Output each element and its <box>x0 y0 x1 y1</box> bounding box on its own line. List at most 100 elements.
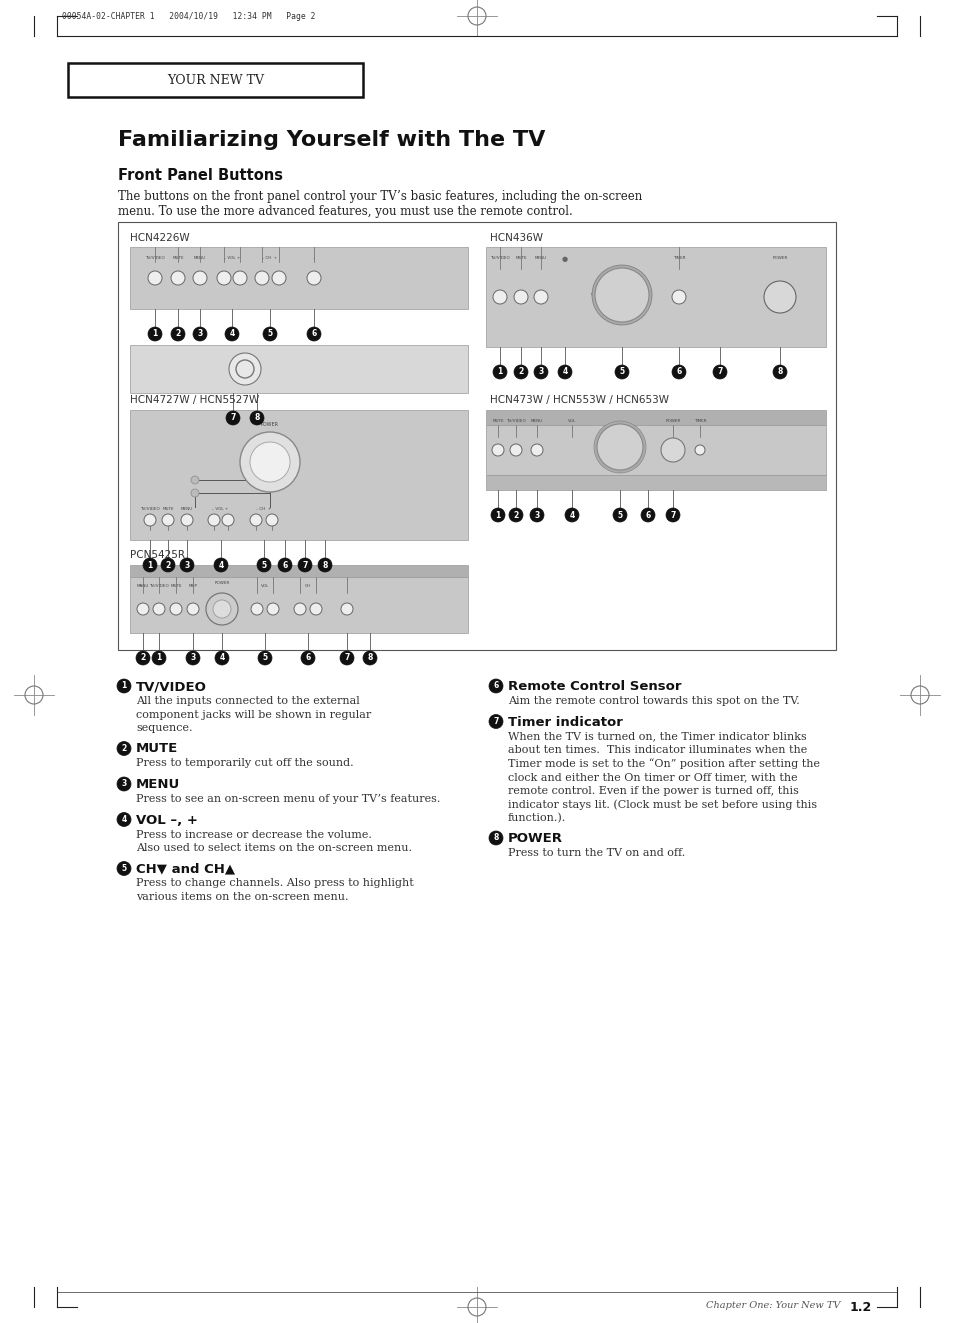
Text: MUTE: MUTE <box>492 419 503 423</box>
Text: TV/VIDEO: TV/VIDEO <box>136 680 207 693</box>
Circle shape <box>317 558 332 572</box>
Bar <box>130 410 468 540</box>
Circle shape <box>339 651 354 665</box>
Circle shape <box>671 290 685 304</box>
Circle shape <box>695 445 704 455</box>
Text: MUTE: MUTE <box>136 742 178 755</box>
Text: TV/VIDEO: TV/VIDEO <box>490 255 509 261</box>
Text: POWER: POWER <box>214 581 230 585</box>
Text: VOL: VOL <box>260 583 269 587</box>
Text: MHP: MHP <box>189 583 197 587</box>
Text: 3: 3 <box>537 368 543 377</box>
Text: MANU: MANU <box>136 583 149 587</box>
Text: 1: 1 <box>495 511 500 520</box>
Text: TIMER: TIMER <box>672 255 684 261</box>
Text: 6: 6 <box>311 329 316 339</box>
Text: 2: 2 <box>175 329 180 339</box>
Text: CH▼: CH▼ <box>615 466 624 470</box>
Bar <box>485 475 825 490</box>
Text: 4: 4 <box>569 511 574 520</box>
Text: 7: 7 <box>344 654 350 663</box>
Bar <box>130 565 468 577</box>
Text: 7: 7 <box>717 368 722 377</box>
Text: 5: 5 <box>261 561 266 569</box>
Text: 7: 7 <box>493 717 498 726</box>
Text: 4: 4 <box>121 815 127 824</box>
Text: CH▼ and CH▲: CH▼ and CH▲ <box>136 863 234 876</box>
Circle shape <box>531 445 542 456</box>
Circle shape <box>660 438 684 462</box>
Text: – VOL +: – VOL + <box>224 255 240 261</box>
Text: 4: 4 <box>219 654 224 663</box>
Circle shape <box>225 327 239 341</box>
Circle shape <box>162 515 173 527</box>
Circle shape <box>489 714 502 729</box>
Text: 1: 1 <box>147 561 152 569</box>
Text: 3: 3 <box>197 329 202 339</box>
Text: 3: 3 <box>191 654 195 663</box>
Text: TV/VIDEO: TV/VIDEO <box>145 255 165 261</box>
Text: The buttons on the front panel control your TV’s basic features, including the o: The buttons on the front panel control y… <box>118 191 641 202</box>
Text: 3: 3 <box>534 511 539 520</box>
Text: clock and either the On timer or Off timer, with the: clock and either the On timer or Off tim… <box>507 773 797 782</box>
Circle shape <box>310 603 322 615</box>
Circle shape <box>363 651 376 665</box>
Text: about ten times.  This indicator illuminates when the: about ten times. This indicator illumina… <box>507 745 806 755</box>
Text: Chapter One: Your New TV: Chapter One: Your New TV <box>705 1301 840 1310</box>
Circle shape <box>208 515 220 527</box>
Circle shape <box>534 290 547 304</box>
Text: 1: 1 <box>121 681 127 691</box>
Text: Press to increase or decrease the volume.: Press to increase or decrease the volume… <box>136 830 372 840</box>
Circle shape <box>213 601 231 618</box>
Circle shape <box>240 433 299 492</box>
Text: TV/VIDEO: TV/VIDEO <box>140 507 160 511</box>
Circle shape <box>491 508 504 523</box>
Text: MENU: MENU <box>531 419 542 423</box>
Circle shape <box>229 353 261 385</box>
Text: 7: 7 <box>302 561 308 569</box>
Text: Remote Control Sensor: Remote Control Sensor <box>507 680 680 693</box>
Circle shape <box>144 515 156 527</box>
Circle shape <box>509 508 522 523</box>
Text: 8: 8 <box>493 833 498 843</box>
Text: 3: 3 <box>121 779 127 789</box>
Circle shape <box>266 515 277 527</box>
Text: HCN4727W / HCN5527W: HCN4727W / HCN5527W <box>130 396 259 405</box>
Text: HCN436W: HCN436W <box>490 233 542 243</box>
Circle shape <box>510 445 521 456</box>
Circle shape <box>206 593 237 624</box>
Circle shape <box>493 365 506 378</box>
Text: TIMER: TIMER <box>693 419 705 423</box>
Circle shape <box>592 265 651 325</box>
Circle shape <box>193 327 207 341</box>
Circle shape <box>267 603 278 615</box>
Text: MUTE: MUTE <box>172 255 184 261</box>
Text: 00054A-02-CHAPTER 1   2004/10/19   12:34 PM   Page 2: 00054A-02-CHAPTER 1 2004/10/19 12:34 PM … <box>62 12 315 21</box>
Circle shape <box>257 651 272 665</box>
Bar <box>68 64 363 97</box>
Text: 6: 6 <box>282 561 287 569</box>
Text: 2: 2 <box>513 511 518 520</box>
Circle shape <box>187 603 199 615</box>
Circle shape <box>222 515 233 527</box>
Text: MUTE: MUTE <box>515 255 526 261</box>
Text: 5: 5 <box>121 864 127 873</box>
Text: HCN473W / HCN553W / HCN653W: HCN473W / HCN553W / HCN653W <box>490 396 668 405</box>
Text: 2: 2 <box>140 654 146 663</box>
Text: 5: 5 <box>618 368 624 377</box>
Text: MENU: MENU <box>136 778 180 791</box>
Text: 7: 7 <box>230 414 235 422</box>
Circle shape <box>117 741 131 755</box>
Text: CH▲: CH▲ <box>615 426 624 430</box>
Bar <box>130 345 468 393</box>
Text: VOL –, +: VOL –, + <box>136 814 197 827</box>
Bar <box>485 425 825 475</box>
Text: Familiarizing Yourself with The TV: Familiarizing Yourself with The TV <box>118 130 545 149</box>
Text: Press to turn the TV on and off.: Press to turn the TV on and off. <box>507 848 684 859</box>
Text: 4: 4 <box>229 329 234 339</box>
Circle shape <box>170 603 182 615</box>
Text: CH▼: CH▼ <box>616 318 627 321</box>
Circle shape <box>254 271 269 284</box>
Circle shape <box>489 831 502 845</box>
Text: various items on the on-screen menu.: various items on the on-screen menu. <box>136 892 348 902</box>
